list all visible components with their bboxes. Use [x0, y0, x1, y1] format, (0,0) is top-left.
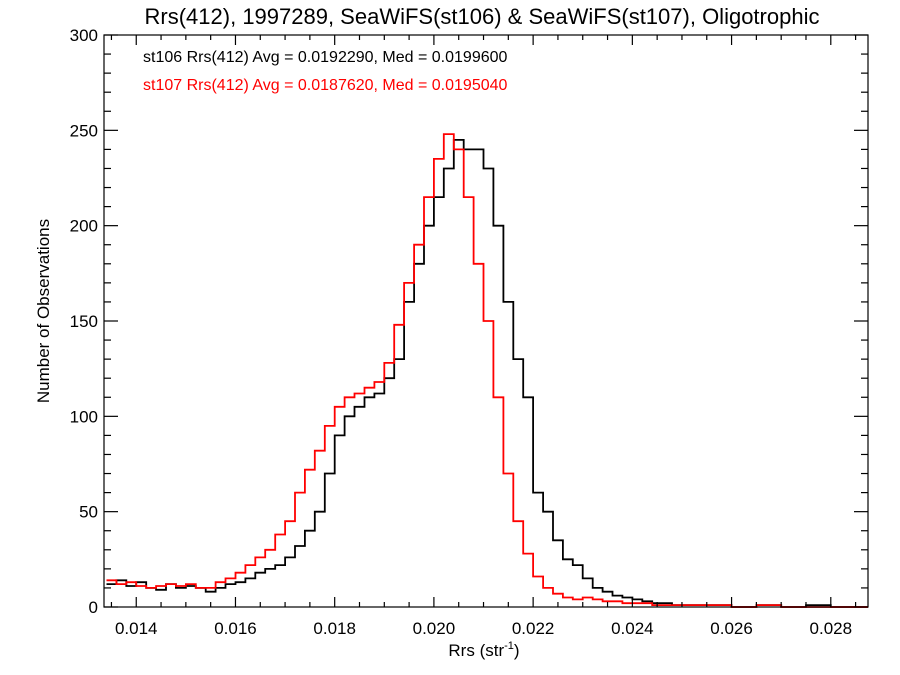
x-tick-label: 0.028: [810, 619, 853, 638]
series-line-st107: [106, 133, 868, 608]
x-tick-label: 0.022: [512, 619, 555, 638]
y-axis-label: Number of Observations: [34, 219, 53, 403]
plot-frame: [103, 34, 869, 608]
x-tick-label: 0.016: [214, 619, 257, 638]
legend-annotations: st106 Rrs(412) Avg = 0.0192290, Med = 0.…: [143, 49, 508, 94]
x-tick-label: 0.024: [611, 619, 654, 638]
y-tick-label: 150: [70, 312, 98, 331]
x-tick-label: 0.020: [413, 619, 456, 638]
series-line-st106: [106, 139, 868, 608]
annotation-2: st107 Rrs(412) Avg = 0.0187620, Med = 0.…: [143, 77, 508, 94]
x-axis-label-end: ): [514, 641, 520, 660]
y-tick-label: 50: [79, 503, 98, 522]
x-tick-label: 0.014: [115, 619, 158, 638]
x-axis-label-superscript: -1: [504, 640, 514, 652]
x-axis-label: Rrs (str-1): [448, 640, 519, 660]
y-tick-label: 250: [70, 121, 98, 140]
y-tick-label: 300: [70, 26, 98, 45]
y-tick-label: 200: [70, 217, 98, 236]
y-tick-label: 0: [89, 598, 98, 617]
y-tick-label: 100: [70, 407, 98, 426]
chart-title: Rrs(412), 1997289, SeaWiFS(st106) & SeaW…: [145, 4, 820, 29]
annotation-1: st106 Rrs(412) Avg = 0.0192290, Med = 0.…: [143, 49, 508, 66]
series-layer: [106, 133, 868, 608]
x-axis-label-main: Rrs (str: [448, 641, 504, 660]
ticks-layer: 0.014 0.016 0.018 0.020 0.022 0.024 0.026 0.028…: [70, 26, 868, 638]
x-tick-label: 0.018: [313, 619, 356, 638]
x-tick-label: 0.026: [710, 619, 753, 638]
